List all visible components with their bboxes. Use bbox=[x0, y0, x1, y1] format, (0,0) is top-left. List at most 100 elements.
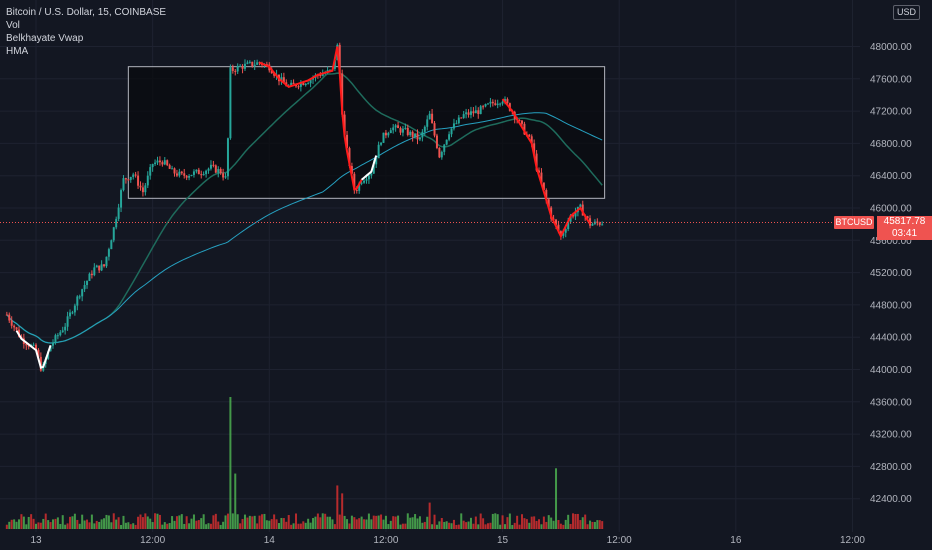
candle-body-234 bbox=[574, 212, 577, 217]
candle-body-177 bbox=[435, 135, 438, 148]
volume-bar-188 bbox=[462, 520, 465, 529]
volume-bar-200 bbox=[491, 513, 494, 529]
volume-bar-204 bbox=[501, 515, 504, 529]
candle-body-223 bbox=[547, 199, 550, 208]
volume-bar-239 bbox=[586, 524, 589, 529]
candle-body-36 bbox=[93, 267, 96, 276]
candle-body-236 bbox=[579, 204, 582, 207]
volume-bar-47 bbox=[120, 524, 123, 529]
volume-bar-132 bbox=[326, 516, 329, 529]
candle-body-85 bbox=[212, 164, 215, 166]
candle-body-240 bbox=[589, 218, 592, 226]
candle-body-145 bbox=[358, 183, 361, 191]
candle-body-102 bbox=[253, 64, 256, 67]
volume-bar-179 bbox=[440, 517, 443, 529]
hma-segment-3 bbox=[360, 155, 378, 181]
volume-bar-7 bbox=[22, 516, 25, 529]
volume-bar-235 bbox=[576, 513, 579, 529]
candle-body-156 bbox=[384, 132, 387, 136]
candle-body-124 bbox=[307, 83, 310, 85]
volume-bar-2 bbox=[10, 519, 13, 529]
volume-bar-25 bbox=[66, 523, 69, 529]
volume-bar-21 bbox=[56, 517, 59, 529]
volume-bar-118 bbox=[292, 523, 295, 529]
volume-bar-68 bbox=[171, 516, 174, 529]
candle-body-143 bbox=[353, 173, 356, 190]
volume-bar-50 bbox=[127, 522, 130, 529]
candle-body-32 bbox=[83, 285, 86, 290]
price-tick-label-3: 46800.00 bbox=[870, 139, 912, 150]
time-tick-label-3: 12:00 bbox=[373, 535, 398, 546]
candle-body-153 bbox=[377, 144, 380, 159]
candle-body-86 bbox=[214, 165, 217, 173]
candle-body-227 bbox=[557, 224, 560, 232]
volume-bar-158 bbox=[389, 520, 392, 529]
indicator-vol[interactable]: Vol bbox=[6, 20, 20, 31]
volume-bar-202 bbox=[496, 514, 499, 529]
time-tick-label-0: 13 bbox=[30, 535, 42, 546]
volume-bar-218 bbox=[535, 520, 538, 529]
volume-bar-15 bbox=[42, 518, 45, 529]
volume-bar-126 bbox=[312, 518, 315, 529]
candle-body-24 bbox=[64, 326, 67, 331]
candle-body-8 bbox=[25, 343, 28, 346]
price-axis[interactable]: 48000.00 47600.00 47200.00 46800.00 46400.00… bbox=[870, 42, 912, 505]
volume-bar-45 bbox=[115, 519, 118, 529]
candle-body-204 bbox=[501, 101, 504, 104]
volume-bar-24 bbox=[64, 524, 67, 529]
candle-body-59 bbox=[149, 167, 152, 176]
volume-bar-159 bbox=[392, 516, 395, 529]
candle-body-78 bbox=[195, 169, 198, 172]
candle-body-12 bbox=[35, 344, 37, 350]
time-axis[interactable]: 13 12:00 14 12:00 15 12:00 16 12:00 bbox=[30, 535, 865, 546]
volume-bar-234 bbox=[574, 513, 577, 529]
candle-body-138 bbox=[341, 73, 344, 115]
candle-body-142 bbox=[350, 166, 353, 174]
price-tick-label-4: 46400.00 bbox=[870, 171, 912, 182]
volume-bar-243 bbox=[596, 520, 599, 529]
candle-body-195 bbox=[479, 106, 482, 115]
currency-badge[interactable]: USD bbox=[893, 5, 920, 20]
volume-bar-8 bbox=[25, 524, 28, 529]
volume-bar-189 bbox=[465, 522, 468, 529]
candle-body-117 bbox=[290, 82, 293, 86]
candle-body-94 bbox=[234, 70, 237, 72]
volume-bar-203 bbox=[499, 524, 502, 529]
candle-body-19 bbox=[52, 342, 55, 346]
candle-body-201 bbox=[494, 103, 497, 105]
candle-body-38 bbox=[98, 265, 101, 271]
candle-body-83 bbox=[207, 168, 210, 171]
volume-bar-33 bbox=[86, 519, 89, 529]
volume-bar-144 bbox=[355, 519, 358, 529]
candle-body-98 bbox=[243, 63, 246, 69]
volume-bar-187 bbox=[460, 513, 463, 529]
volume-bar-231 bbox=[567, 514, 570, 529]
candle-body-185 bbox=[455, 123, 458, 125]
volume-bar-77 bbox=[192, 514, 195, 529]
last-price-label: 45817.78 03:41 bbox=[877, 216, 932, 240]
candle-body-51 bbox=[129, 176, 132, 180]
symbol-title[interactable]: Bitcoin / U.S. Dollar, 15, COINBASE bbox=[6, 7, 167, 18]
volume-bar-69 bbox=[173, 520, 176, 529]
candle-body-68 bbox=[171, 168, 174, 170]
volume-bar-134 bbox=[331, 519, 334, 529]
volume-bar-115 bbox=[285, 521, 288, 529]
candlesticks bbox=[5, 42, 604, 372]
candle-body-21 bbox=[56, 335, 59, 337]
candle-body-193 bbox=[474, 110, 477, 114]
volume-bar-82 bbox=[205, 524, 208, 529]
volume-bar-37 bbox=[95, 520, 98, 529]
candle-body-226 bbox=[555, 219, 558, 225]
candle-body-167 bbox=[411, 131, 414, 138]
candle-body-60 bbox=[151, 164, 154, 168]
indicator-belkhayate-vwap[interactable]: Belkhayate Vwap bbox=[6, 33, 84, 44]
volume-bar-92 bbox=[229, 397, 232, 529]
volume-bar-27 bbox=[71, 516, 74, 529]
indicator-hma[interactable]: HMA bbox=[6, 46, 29, 57]
candle-body-178 bbox=[438, 147, 441, 158]
candle-body-66 bbox=[166, 160, 169, 166]
volume-bar-42 bbox=[107, 515, 110, 529]
candle-body-228 bbox=[559, 231, 562, 236]
volume-bar-30 bbox=[78, 523, 81, 529]
